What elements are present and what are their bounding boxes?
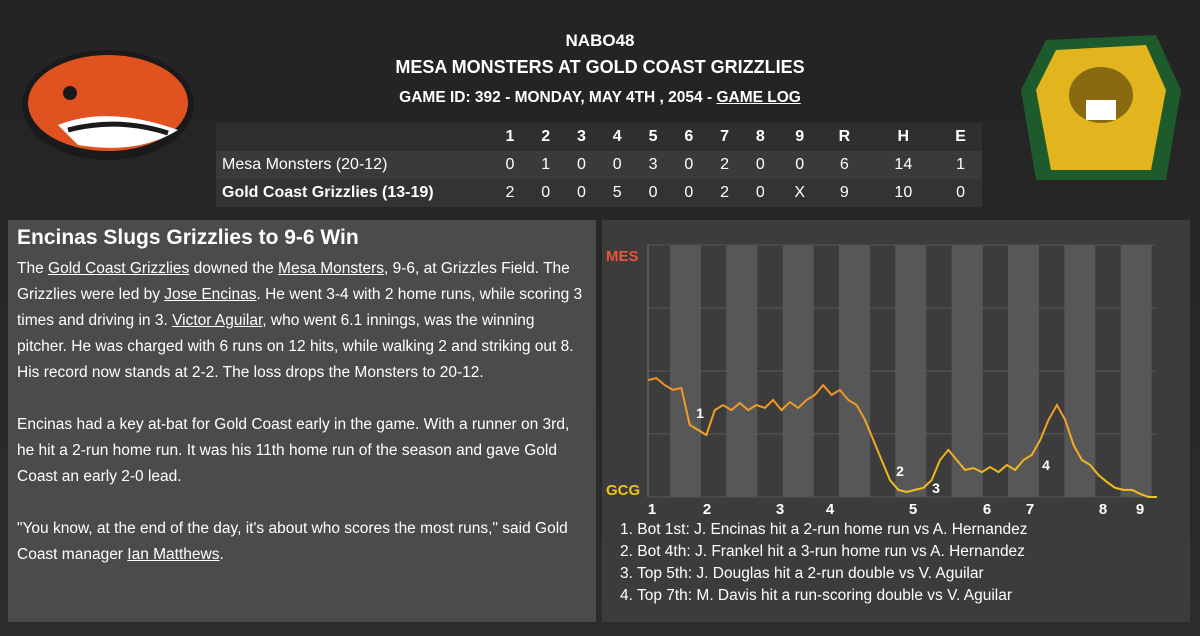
win-chart: MES GCG 1 2 3 4 5 6 7 8 9 1 2 3 4 1. Bot 1st: J. Encina… [602, 220, 1190, 622]
headline: Encinas Slugs Grizzlies to 9-6 Win [17, 226, 359, 249]
paragraph: The Gold Coast Grizzlies downed the Mesa… [17, 256, 587, 386]
text: , who went 6.1 innings, was the winning … [17, 312, 574, 381]
score: 0 [492, 151, 528, 179]
score: 2 [706, 179, 743, 207]
link[interactable]: Ian Matthews [127, 546, 220, 563]
score: 9 [821, 179, 868, 207]
score: 0 [563, 179, 600, 207]
link[interactable]: Jose Encinas [164, 286, 257, 303]
inning-label: 9 [1136, 501, 1144, 518]
top-label: MES [606, 248, 639, 265]
play-note: 2. Bot 4th: J. Frankel hit a 3-run home … [620, 543, 1025, 560]
column-header: 1 [492, 123, 528, 151]
score: 1 [527, 151, 564, 179]
inning-label: 6 [983, 501, 991, 518]
text: downed the [189, 260, 279, 277]
inning-label: 3 [776, 501, 784, 518]
game-title: MESA MONSTERS AT GOLD COAST GRIZZLIES [395, 57, 805, 77]
score: 14 [867, 151, 940, 179]
paragraph: Encinas had a key at-bat for Gold Coast … [17, 412, 587, 490]
play-marker: 2 [896, 463, 904, 479]
play-note: 3. Top 5th: J. Douglas hit a 2-run doubl… [620, 565, 984, 582]
column-header: 9 [778, 123, 822, 151]
score: 0 [742, 151, 779, 179]
score: 2 [706, 151, 743, 179]
score: 10 [867, 179, 940, 207]
game-id: GAME ID: 392 - MONDAY, MAY 4TH , 2054 - [399, 89, 717, 106]
story: Encinas Slugs Grizzlies to 9-6 Win The Go… [8, 220, 596, 622]
score: X [778, 179, 822, 207]
paragraph: "You know, at the end of the day, it's a… [17, 516, 587, 568]
away-logo [22, 50, 194, 160]
score: 0 [563, 151, 600, 179]
score: 0 [670, 151, 707, 179]
score: 0 [599, 151, 636, 179]
team-name: Mesa Monsters (20-12) [216, 151, 492, 179]
text: Encinas had a key at-bat for Gold Coast … [17, 416, 570, 485]
home-logo [1021, 35, 1181, 180]
score: 0 [778, 151, 822, 179]
score: 1 [939, 151, 982, 179]
score: 0 [670, 179, 707, 207]
inning-label: 5 [909, 501, 917, 518]
win-line [647, 377, 1157, 498]
play-marker: 3 [932, 480, 940, 496]
text: The [17, 260, 49, 277]
column-header: H [867, 123, 940, 151]
play-marker: 1 [696, 405, 704, 421]
bottom-label: GCG [606, 482, 640, 499]
inning-label: 7 [1026, 501, 1034, 518]
column-header: 5 [635, 123, 671, 151]
column-header: 8 [742, 123, 779, 151]
inning-label: 1 [648, 501, 656, 518]
text: "You know, at the end of the day, it's a… [17, 520, 568, 563]
score: 0 [635, 179, 671, 207]
link[interactable]: Victor Aguilar [172, 312, 263, 329]
link[interactable]: Gold Coast Grizzlies [48, 260, 190, 277]
play-marker: 4 [1042, 457, 1050, 473]
column-header: 4 [599, 123, 636, 151]
team-name: Gold Coast Grizzlies (13-19) [216, 179, 492, 207]
score: 0 [527, 179, 564, 207]
column-header: 3 [563, 123, 600, 151]
score: 0 [939, 179, 982, 207]
score: 0 [742, 179, 779, 207]
inning-label: 2 [703, 501, 711, 518]
score: 5 [599, 179, 636, 207]
team-row: Gold Coast Grizzlies (13-19) 2 0 0 5 0 0 2 0 X 9 10… [216, 179, 982, 207]
column-header: 7 [706, 123, 743, 151]
team-row: Mesa Monsters (20-12) 0 1 0 0 3 0 2 0 0 6 14 1 [216, 151, 982, 179]
game-info: GAME ID: 392 - MONDAY, MAY 4TH , 2054 - … [0, 89, 1200, 107]
line-score: 1 2 3 4 5 6 7 8 9 R H E Mesa Monsters (20-12) 0 1 0 0 3 0 2… [216, 123, 982, 207]
score: 2 [492, 179, 528, 207]
text: . He went 3-4 with 2 home runs, while sc… [17, 286, 583, 329]
link[interactable]: Mesa Monsters [278, 260, 384, 277]
text: . [219, 546, 224, 563]
column-header: R [821, 123, 868, 151]
inning-label: 4 [826, 501, 835, 518]
text: , 9-6, at Grizzles Field. The Grizzlies … [17, 260, 570, 303]
corner [216, 123, 492, 151]
play-note: 4. Top 7th: M. Davis hit a run-scoring d… [620, 587, 1012, 604]
league: NABO48 [565, 31, 635, 50]
score: 6 [821, 151, 868, 179]
column-header: 6 [670, 123, 707, 151]
score: 3 [635, 151, 671, 179]
game-log-link[interactable]: GAME LOG [716, 89, 801, 106]
column-header: 2 [527, 123, 564, 151]
inning-label: 8 [1099, 501, 1107, 518]
column-header: E [939, 123, 982, 151]
play-note: 1. Bot 1st: J. Encinas hit a 2-run home … [620, 521, 1028, 538]
